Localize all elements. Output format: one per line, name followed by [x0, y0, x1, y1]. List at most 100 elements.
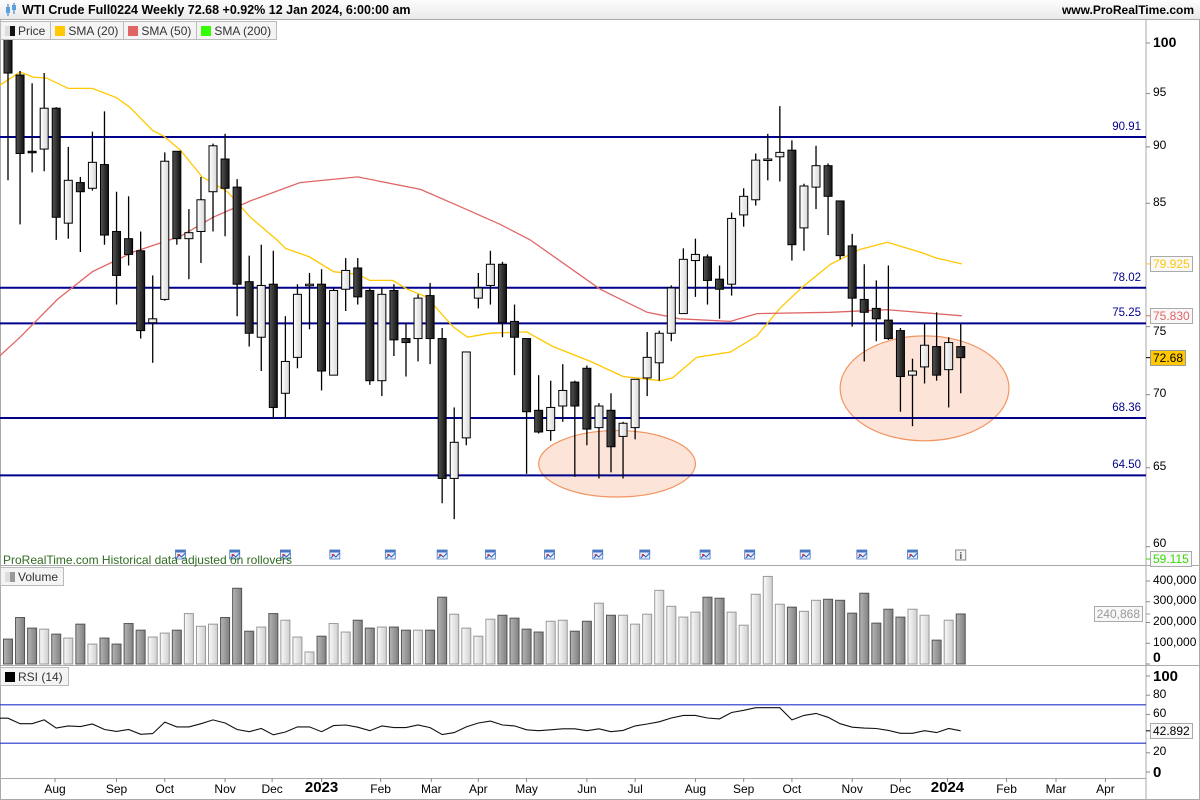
- time-tick-label: Sep: [732, 782, 755, 796]
- legend-price[interactable]: Price: [0, 21, 52, 40]
- price-tick-label: 90: [1153, 138, 1167, 153]
- legend-label: SMA (50): [141, 23, 192, 38]
- candle: [136, 231, 146, 339]
- volume-bar-up: [907, 608, 918, 665]
- calendar-header: [744, 550, 755, 553]
- volume-bar-up: [63, 637, 74, 665]
- candle: [618, 421, 628, 479]
- price-swatch-icon: [5, 25, 15, 36]
- volume-bar-down: [51, 633, 62, 665]
- price-tick-label: 70: [1153, 386, 1167, 401]
- volume-bar-down: [437, 596, 448, 665]
- volume-bar-up: [485, 618, 496, 665]
- time-tick-label: Jun: [577, 782, 597, 796]
- volume-bar-up: [449, 613, 460, 665]
- candle: [461, 351, 471, 446]
- candle: [437, 327, 447, 504]
- candle: [172, 150, 182, 245]
- candle: [908, 358, 917, 427]
- legend-sma200[interactable]: SMA (200): [196, 21, 278, 40]
- calendar-header: [329, 550, 340, 553]
- rsi-tick-label: 20: [1153, 744, 1167, 759]
- trend-arrow: [385, 552, 396, 559]
- candle: [522, 338, 532, 474]
- calendar-header: [385, 550, 396, 553]
- sma200-value-badge: 59.115: [1150, 551, 1192, 567]
- volume-bar-down: [425, 629, 436, 665]
- candle: [196, 176, 206, 264]
- candle-body-down: [75, 182, 85, 193]
- candle-body-down: [823, 165, 833, 197]
- economic-calendar-icon: [384, 549, 396, 560]
- economic-calendar-icon: [592, 549, 604, 560]
- price-tick-label: 85: [1153, 194, 1167, 209]
- volume-bar-down: [786, 606, 797, 665]
- legend-sma50[interactable]: SMA (50): [123, 21, 198, 40]
- economic-calendar-icon: [744, 549, 756, 560]
- volume-bar-down: [75, 623, 86, 665]
- candle-body-up: [618, 422, 628, 437]
- trend-arrow: [908, 552, 918, 559]
- candle-body-down: [932, 346, 942, 376]
- candle-body-up: [208, 145, 218, 193]
- calendar-header: [175, 550, 186, 553]
- candle-body-down: [27, 150, 37, 154]
- info-icon: [955, 549, 967, 561]
- candle-body-up: [87, 161, 97, 189]
- volume-bar-down: [232, 587, 243, 665]
- candle-body-down: [232, 186, 242, 285]
- price-tick-label: 60: [1153, 536, 1167, 550]
- info-glyph: [960, 552, 962, 554]
- candle: [256, 244, 266, 372]
- calendar-header: [907, 550, 918, 553]
- time-tick-label: 2023: [304, 779, 339, 796]
- candle-body-down: [317, 283, 327, 372]
- candlestick-icon: [6, 3, 16, 16]
- economic-calendar-icon: [544, 549, 555, 560]
- volume-bar-down: [388, 626, 399, 665]
- calendar-mark: [282, 554, 285, 556]
- candle: [292, 284, 302, 369]
- time-tick-label: Mar: [1045, 782, 1067, 796]
- volume-bar-down: [316, 635, 327, 665]
- volume-bar-down: [171, 629, 182, 665]
- candle: [811, 145, 821, 210]
- time-tick-label: Jul: [627, 782, 643, 796]
- rsi-line: [0, 707, 961, 736]
- calendar-mark: [177, 554, 180, 556]
- volume-bar-down: [895, 616, 906, 665]
- candle-body-up: [184, 232, 194, 240]
- calendar-mark: [746, 554, 749, 556]
- candle: [654, 330, 664, 381]
- candle-body-down: [112, 230, 122, 276]
- volume-bar-down: [859, 592, 870, 665]
- candle-body-up: [920, 344, 930, 368]
- calendar-mark: [802, 554, 805, 556]
- volume-tick-label: 400,000: [1153, 572, 1197, 587]
- price-tick-label: 100: [1153, 33, 1177, 50]
- level-label: 75.25: [1112, 307, 1141, 320]
- candle: [944, 337, 954, 408]
- rollover-footnote: ProRealTime.com Historical data adjusted…: [3, 553, 293, 567]
- candle: [666, 285, 676, 342]
- price-tick-label: 95: [1153, 85, 1167, 100]
- volume-bar-up: [750, 593, 761, 665]
- volume-bar-up: [811, 599, 822, 665]
- legend-volume[interactable]: Volume: [0, 567, 65, 586]
- candle-body-up: [630, 378, 640, 429]
- candle: [920, 322, 930, 384]
- volume-bar-down: [714, 597, 725, 665]
- volume-tick-label: 300,000: [1153, 593, 1197, 608]
- legend-sma20[interactable]: SMA (20): [50, 21, 125, 40]
- legend-rsi[interactable]: RSI (14): [0, 667, 69, 686]
- volume-bar-up: [328, 623, 339, 665]
- candle: [510, 304, 520, 376]
- candle-body-down: [389, 290, 399, 341]
- trend-arrow: [437, 552, 448, 559]
- candle-body-up: [280, 360, 290, 394]
- website-link[interactable]: www.ProRealTime.com: [1061, 3, 1194, 17]
- volume-bar-down: [883, 608, 894, 665]
- candle: [232, 179, 242, 317]
- volume-bar-down: [268, 613, 279, 665]
